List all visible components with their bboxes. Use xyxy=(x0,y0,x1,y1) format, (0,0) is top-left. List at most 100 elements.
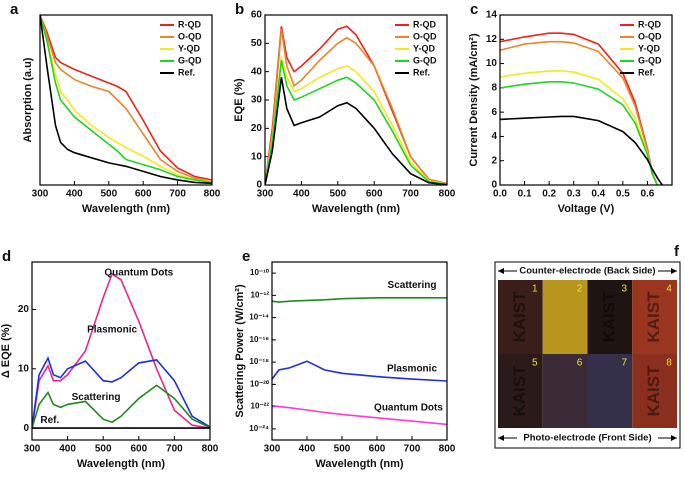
photo-cell xyxy=(632,354,677,428)
plot-frame xyxy=(499,14,673,186)
x-tick-label: 400 xyxy=(66,189,83,200)
legend-label: Y-QD xyxy=(638,43,661,53)
plot-frame xyxy=(264,14,448,186)
x-tick-label: 300 xyxy=(264,444,281,455)
legend-label: Ref. xyxy=(638,67,655,77)
cell-number: 5 xyxy=(532,358,538,369)
series-label: Scattering xyxy=(72,392,121,403)
y-tick-label: 10⁻¹⁴ xyxy=(249,313,269,322)
photo-cell xyxy=(587,354,633,428)
legend-label: Y-QD xyxy=(413,43,436,53)
x-tick-label: 500 xyxy=(95,444,112,455)
y-tick-label: 12 xyxy=(486,34,498,45)
legend-label: Ref. xyxy=(178,67,195,77)
x-tick-label: 500 xyxy=(334,444,351,455)
panel-label: f xyxy=(674,243,680,260)
photo-caption: Photo-electrode (Front Side) xyxy=(523,433,651,444)
x-tick-label: 700 xyxy=(169,189,186,200)
x-tick-label: 800 xyxy=(439,189,456,200)
legend-label: Y-QD xyxy=(178,43,201,53)
y-tick-label: 10⁻¹⁶ xyxy=(250,335,270,344)
series-label: Plasmonic xyxy=(387,363,437,374)
series-line xyxy=(500,40,659,185)
x-tick-label: 300 xyxy=(257,189,274,200)
label-bg xyxy=(517,432,658,444)
photo-cell xyxy=(587,280,633,354)
x-tick-label: 400 xyxy=(293,189,310,200)
y-tick-label: 0 xyxy=(491,180,497,191)
x-tick-label: 800 xyxy=(202,444,219,455)
series-line xyxy=(272,360,447,382)
y-axis-label: Scattering Power (W/cm²) xyxy=(234,284,246,418)
y-tick-label: 8 xyxy=(491,82,497,93)
series-line xyxy=(272,297,447,303)
y-tick-label: 10⁻¹⁰ xyxy=(250,268,270,277)
x-axis-label: Wavelength (nm) xyxy=(312,203,401,215)
plot-frame xyxy=(31,261,211,441)
y-tick-label: 10⁻¹² xyxy=(251,290,270,299)
series-line xyxy=(40,15,212,183)
series-line xyxy=(500,32,659,185)
legend-label: O-QD xyxy=(178,31,202,41)
series-label: Plasmonic xyxy=(87,324,137,335)
cell-number: 2 xyxy=(577,284,583,295)
x-tick-label: 0.5 xyxy=(616,189,630,200)
photo-cell xyxy=(498,280,543,354)
y-tick-label: 10 xyxy=(486,58,498,69)
x-tick-label: 800 xyxy=(204,189,221,200)
series-line xyxy=(265,60,447,185)
legend-label: O-QD xyxy=(638,31,662,41)
x-tick-label: 500 xyxy=(329,189,346,200)
series-label: Quantum Dots xyxy=(374,403,443,414)
legend-label: G-QD xyxy=(638,55,662,65)
legend-label: Ref. xyxy=(413,67,430,77)
y-axis-label: Current Density (mA/cm²) xyxy=(468,33,480,167)
x-tick-label: 300 xyxy=(32,189,49,200)
y-axis-label: EQE (%) xyxy=(233,78,245,122)
y-tick-label: 40 xyxy=(251,66,263,77)
y-tick-label: 50 xyxy=(251,38,263,49)
x-tick-label: 700 xyxy=(404,444,421,455)
series-line xyxy=(40,15,212,181)
legend-label: R-QD xyxy=(178,19,201,29)
legend-label: O-QD xyxy=(413,31,437,41)
x-axis-label: Wavelength (nm) xyxy=(77,458,166,470)
series-label: Quantum Dots xyxy=(104,267,173,278)
x-axis-label: Wavelength (nm) xyxy=(315,458,404,470)
series-line xyxy=(32,356,210,429)
x-tick-label: 300 xyxy=(24,444,41,455)
y-tick-label: 2 xyxy=(491,155,497,166)
plot-frame xyxy=(271,261,448,441)
x-tick-label: 700 xyxy=(402,189,419,200)
x-tick-label: 700 xyxy=(166,444,183,455)
y-tick-label: 6 xyxy=(491,107,497,118)
cell-number: 3 xyxy=(621,284,627,295)
cell-number: 4 xyxy=(666,284,672,295)
legend-label: R-QD xyxy=(638,19,661,29)
series-line xyxy=(265,29,447,185)
cell-number: 8 xyxy=(666,358,672,369)
cell-text: KAIST xyxy=(510,365,529,417)
series-line xyxy=(32,272,210,429)
x-tick-label: 400 xyxy=(59,444,76,455)
x-tick-label: 600 xyxy=(366,189,383,200)
series-line xyxy=(40,15,212,185)
y-axis-label: Δ EQE (%) xyxy=(0,323,12,378)
series-line xyxy=(500,70,659,185)
panel-label: c xyxy=(470,1,478,18)
series-line xyxy=(272,404,447,426)
y-tick-label: 10 xyxy=(18,363,30,374)
photo-cell xyxy=(542,280,588,354)
series-line xyxy=(40,15,212,184)
y-tick-label: 14 xyxy=(486,10,498,21)
panel-label: a xyxy=(10,1,19,18)
x-tick-label: 800 xyxy=(439,444,456,455)
legend-label: R-QD xyxy=(413,19,436,29)
x-tick-label: 600 xyxy=(369,444,386,455)
photo-cell xyxy=(498,354,543,428)
series-line xyxy=(265,57,447,185)
cell-number: 7 xyxy=(621,358,627,369)
x-tick-label: 400 xyxy=(299,444,316,455)
panel-label: b xyxy=(235,1,244,18)
series-line xyxy=(265,77,447,185)
